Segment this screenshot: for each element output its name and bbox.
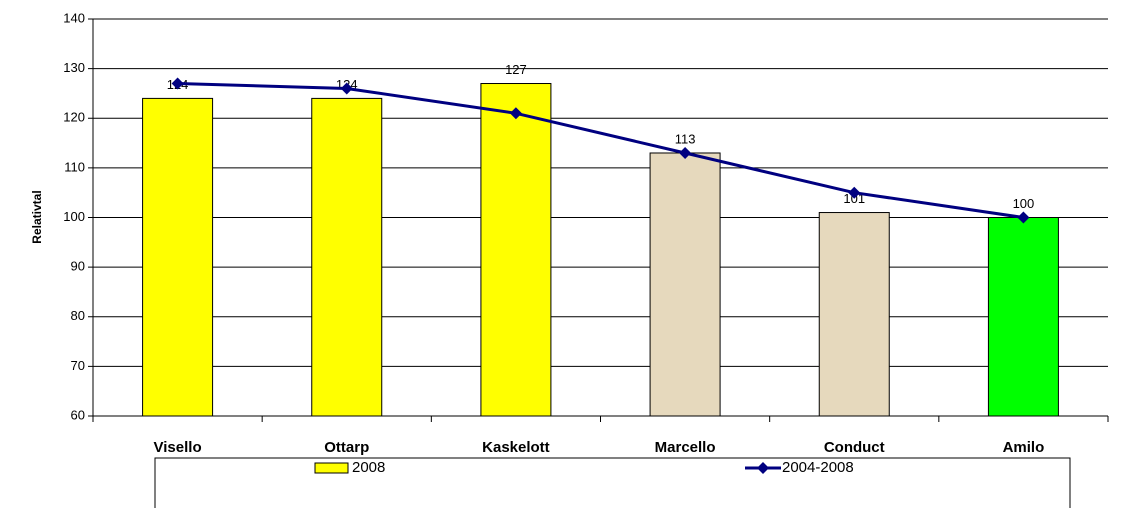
bar — [311, 97, 383, 417]
marker — [509, 107, 522, 120]
marker — [1017, 211, 1030, 224]
legend-swatch — [314, 462, 349, 474]
y-tick-label: 110 — [64, 159, 85, 174]
bar — [818, 212, 890, 417]
y-tick-label: 100 — [63, 209, 85, 224]
x-tick-label: Marcello — [655, 439, 716, 456]
marker — [679, 146, 692, 159]
marker — [171, 77, 184, 90]
y-tick-label: 90 — [71, 259, 85, 274]
bar — [649, 152, 721, 417]
y-tick-label: 70 — [71, 358, 85, 373]
x-tick-label: Ottarp — [324, 439, 369, 456]
x-tick-label: Conduct — [824, 439, 885, 456]
bar — [142, 97, 214, 417]
line — [177, 82, 1024, 219]
marker — [848, 186, 861, 199]
y-tick-label: 130 — [63, 60, 85, 75]
x-tick-label: Amilo — [1003, 439, 1045, 456]
y-tick-label: 120 — [63, 110, 85, 125]
y-tick-label: 140 — [63, 10, 85, 25]
data-label: 100 — [1013, 196, 1035, 211]
data-label: 113 — [675, 131, 696, 146]
bar — [987, 217, 1059, 417]
data-label: 127 — [505, 62, 527, 77]
y-axis-label: Relativtal — [30, 190, 44, 243]
x-tick-label: Kaskelott — [482, 439, 550, 456]
y-tick-label: 60 — [71, 407, 85, 422]
legend-label: 2008 — [352, 459, 385, 476]
y-tick-label: 80 — [71, 308, 85, 323]
bar — [480, 83, 552, 417]
x-tick-label: Visello — [154, 439, 202, 456]
legend-label: 2004-2008 — [782, 459, 854, 476]
legend-marker — [757, 462, 769, 474]
marker — [340, 82, 353, 95]
legend-box — [154, 457, 1071, 508]
